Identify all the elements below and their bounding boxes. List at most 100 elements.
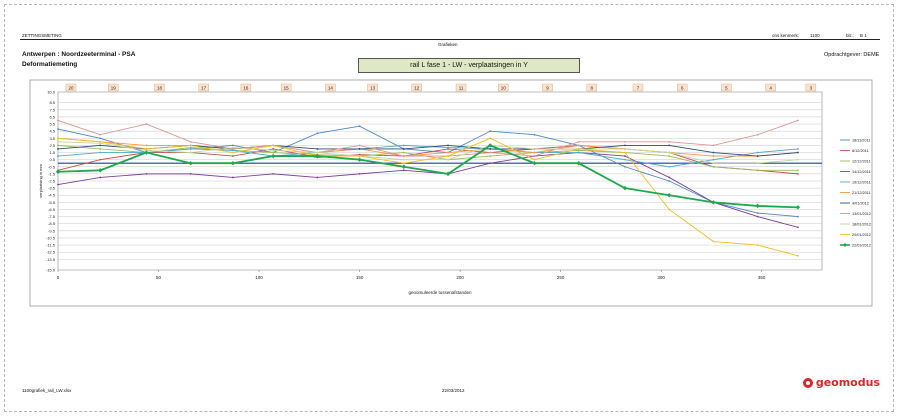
data-point: [577, 144, 580, 147]
data-point: [189, 148, 192, 150]
y-tick-label: -1.5: [48, 171, 56, 176]
x-tick-label: 300: [657, 275, 665, 280]
data-point: [488, 143, 493, 148]
section-title: Grafieken: [438, 42, 458, 47]
point-label: 8: [590, 86, 593, 91]
data-point: [99, 142, 102, 145]
y-tick-label: 8.5: [49, 100, 55, 105]
data-point: [357, 157, 362, 162]
chart-area-border: [29, 79, 873, 307]
legend-marker: [843, 243, 847, 247]
data-point: [358, 172, 361, 175]
data-point: [99, 133, 102, 136]
point-label: 18: [157, 86, 163, 91]
data-point: [99, 151, 102, 154]
point-label-box: [455, 83, 467, 92]
data-point: [796, 215, 799, 218]
data-point: [315, 153, 320, 159]
footer-date: 22/03/2012: [442, 388, 465, 393]
point-label-box: [677, 83, 688, 92]
data-point: [622, 185, 628, 191]
y-tick-label: 10.0: [47, 90, 56, 95]
y-tick-label: -6.5: [48, 207, 56, 212]
x-tick-label: 350: [758, 275, 766, 280]
point-label: 9: [546, 86, 549, 91]
data-point: [489, 155, 492, 157]
data-point: [796, 172, 799, 175]
data-point: [232, 149, 234, 152]
series-line: [57, 137, 798, 257]
logo-text: geomodus: [815, 376, 880, 389]
point-label: 4: [769, 86, 772, 91]
y-tick-label: -0.5: [48, 164, 56, 169]
data-point: [99, 148, 102, 150]
data-point: [189, 151, 192, 154]
y-tick-label: -2.5: [48, 179, 56, 184]
data-point: [232, 146, 234, 149]
data-point: [232, 148, 234, 150]
point-label-box: [498, 83, 509, 92]
data-point: [668, 155, 671, 157]
legend-label: 4/01/2012: [852, 202, 869, 206]
data-point: [712, 240, 715, 243]
data-point: [624, 165, 626, 168]
legend-label: 18/11/2011: [852, 139, 870, 143]
data-point: [796, 169, 799, 172]
data-point: [577, 148, 580, 150]
x-tick-label: 150: [356, 275, 364, 280]
y-tick-label: -8.5: [48, 221, 56, 226]
data-point: [445, 171, 451, 177]
data-point: [489, 151, 492, 154]
point-label-box: [198, 83, 209, 92]
data-point: [533, 148, 536, 150]
y-tick-label: -12.5: [46, 250, 56, 255]
legend-label: 18/01/2012: [852, 223, 871, 227]
data-point: [533, 155, 536, 157]
legend-label: 13/01/2012: [852, 212, 871, 216]
data-point: [624, 155, 626, 157]
legend-label: 14/12/2011: [852, 170, 871, 174]
data-point: [98, 168, 103, 173]
header-rule: [20, 39, 880, 40]
data-point: [189, 140, 192, 143]
page-label: blz.:: [846, 33, 855, 38]
series-line: [57, 144, 798, 168]
data-point: [57, 128, 59, 130]
data-point: [57, 148, 59, 150]
point-label-box: [411, 83, 423, 92]
data-point: [188, 161, 193, 166]
data-point: [57, 183, 59, 186]
data-point: [532, 161, 537, 166]
y-axis-label: verplaatsing in mm: [38, 164, 43, 198]
data-point: [270, 153, 276, 159]
data-point: [667, 193, 672, 198]
data-point: [401, 164, 407, 169]
point-label: 7: [637, 86, 640, 91]
x-axis-label: geoomuleerde tussenafstanden: [408, 290, 472, 295]
data-point: [624, 151, 626, 154]
point-label-box: [586, 83, 597, 92]
data-point: [447, 144, 449, 147]
data-point: [624, 144, 626, 147]
point-label: 5: [725, 86, 728, 91]
y-tick-label: -13.5: [46, 257, 56, 262]
data-point: [145, 172, 148, 175]
data-point: [358, 153, 361, 156]
data-point: [756, 151, 759, 154]
point-label-box: [325, 83, 336, 92]
data-point: [55, 169, 61, 174]
data-point: [232, 144, 234, 147]
y-tick-label: -5.5: [48, 200, 56, 205]
project-no: 1100: [810, 33, 820, 38]
footer-file: 1100grafiek_rail_LW.xlsx: [22, 388, 72, 393]
data-point: [232, 176, 234, 179]
data-point: [533, 158, 536, 161]
point-label: 14: [328, 86, 334, 91]
data-point: [489, 137, 492, 140]
project-no-label: ons kenmerk:: [772, 33, 800, 38]
doc-type: ZETTINGSMETING: [22, 33, 62, 38]
data-point: [358, 144, 361, 147]
point-label-box: [280, 83, 292, 92]
data-point: [358, 155, 361, 157]
y-tick-label: 3.5: [49, 136, 55, 141]
